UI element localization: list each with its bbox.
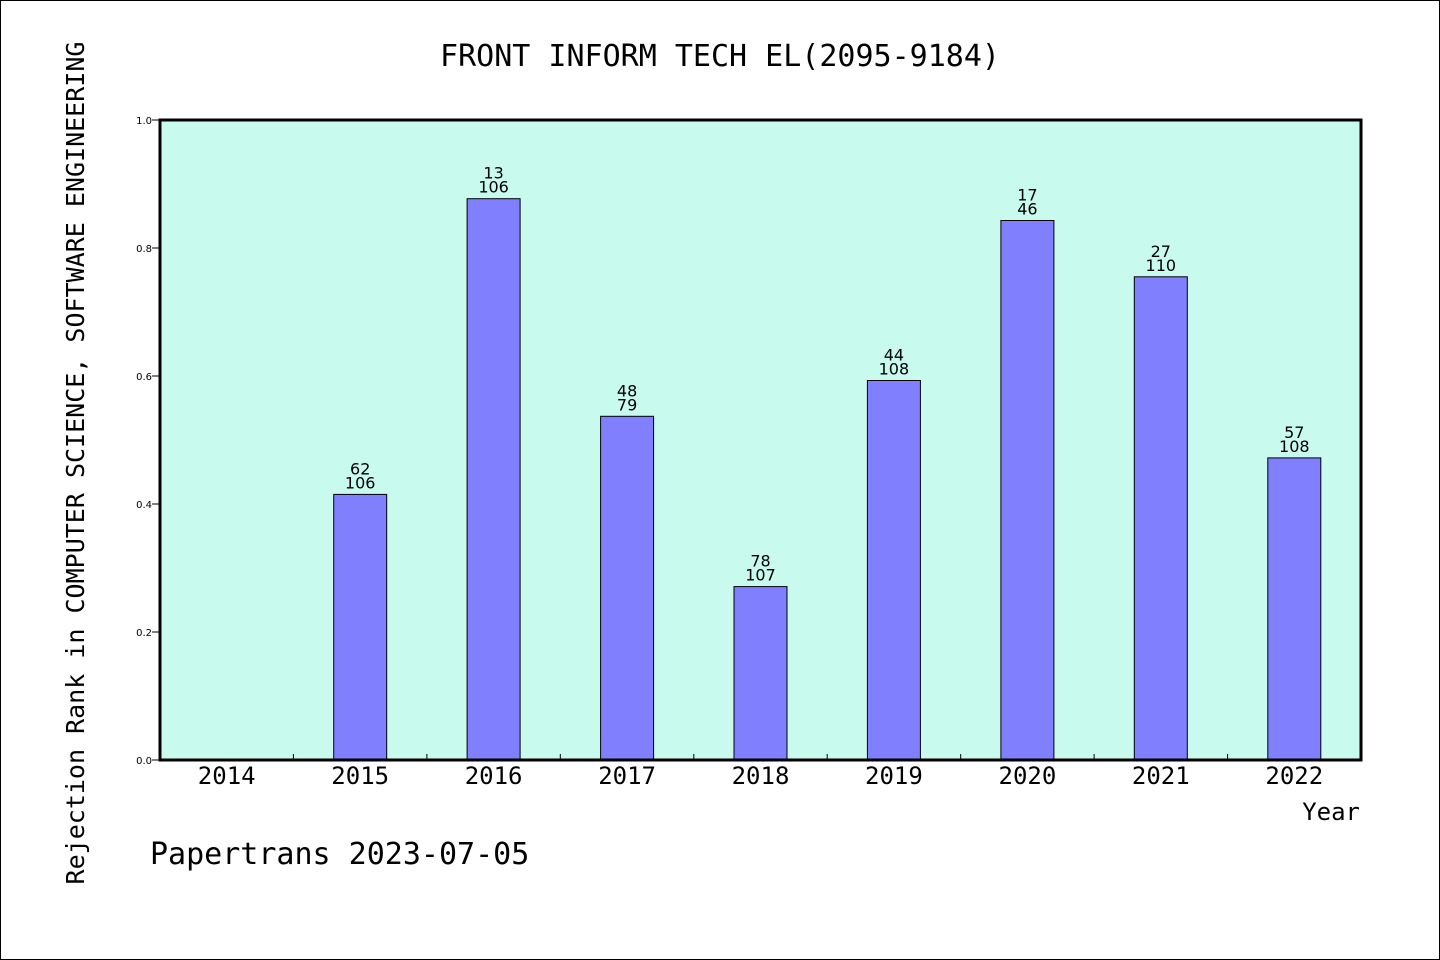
bar-label-total-2022: 108 xyxy=(1279,437,1310,456)
x-tick-label-2015: 2015 xyxy=(331,762,389,790)
bar-label-total-2019: 108 xyxy=(879,360,910,379)
bar-label-total-2021: 110 xyxy=(1146,256,1177,275)
y-axis-label: Rejection Rank in COMPUTER SCIENCE, SOFT… xyxy=(61,42,90,885)
bar-2016 xyxy=(466,198,521,761)
chart-title: FRONT INFORM TECH EL(2095-9184) xyxy=(440,39,1000,74)
bars-group xyxy=(333,198,1322,761)
bar-label-total-2020: 46 xyxy=(1017,200,1037,219)
x-tick-label-2016: 2016 xyxy=(465,762,523,790)
bar-2018 xyxy=(733,586,788,761)
y-tick-label-1.0: 1.0 xyxy=(136,116,152,127)
bar-label-rank-2015: 62 xyxy=(350,459,370,478)
x-tick-label-2021: 2021 xyxy=(1132,762,1190,790)
x-tick-label-2017: 2017 xyxy=(598,762,656,790)
bar-2022 xyxy=(1267,457,1322,761)
bar-label-total-2015: 106 xyxy=(345,473,376,492)
y-tick-label-0.4: 0.4 xyxy=(136,500,152,511)
x-tick-label-2018: 2018 xyxy=(732,762,790,790)
footer-credit: Papertrans 2023-07-05 xyxy=(150,837,529,872)
x-axis-label: Year xyxy=(1302,798,1360,826)
x-tick-label-2020: 2020 xyxy=(999,762,1057,790)
bar-2020 xyxy=(1000,220,1055,761)
bar-label-total-2017: 79 xyxy=(617,395,637,414)
bar-2017 xyxy=(600,415,655,761)
bar-label-rank-2018: 78 xyxy=(750,552,770,571)
bar-label-rank-2016: 13 xyxy=(483,164,503,183)
y-axis-ticks: 0.0 0.2 0.4 0.6 0.8 1.0 xyxy=(136,116,160,767)
bar-2019 xyxy=(866,380,921,761)
bar-label-total-2016: 106 xyxy=(478,178,509,197)
x-axis-ticks: 2014 2015 2016 2017 2018 2019 2020 2021 2022 xyxy=(198,754,1323,790)
bar-label-rank-2021: 27 xyxy=(1151,242,1171,261)
x-tick-label-2022: 2022 xyxy=(1265,762,1323,790)
bar-label-rank-2022: 57 xyxy=(1284,423,1304,442)
plot-border xyxy=(158,118,1363,762)
y-tick-label-0.8: 0.8 xyxy=(136,244,152,255)
y-tick-label-0.2: 0.2 xyxy=(136,628,152,639)
x-tick-label-2019: 2019 xyxy=(865,762,923,790)
bar-label-rank-2019: 44 xyxy=(884,346,904,365)
y-tick-label-0.6: 0.6 xyxy=(136,372,152,383)
y-tick-label-0.0: 0.0 xyxy=(136,756,152,767)
bar-label-total-2018: 107 xyxy=(745,566,776,585)
bar-label-rank-2020: 17 xyxy=(1017,186,1037,205)
bar-label-rank-2017: 48 xyxy=(617,381,637,400)
x-tick-label-2014: 2014 xyxy=(198,762,256,790)
bar-2015 xyxy=(333,493,388,761)
bar-2021 xyxy=(1133,276,1188,761)
